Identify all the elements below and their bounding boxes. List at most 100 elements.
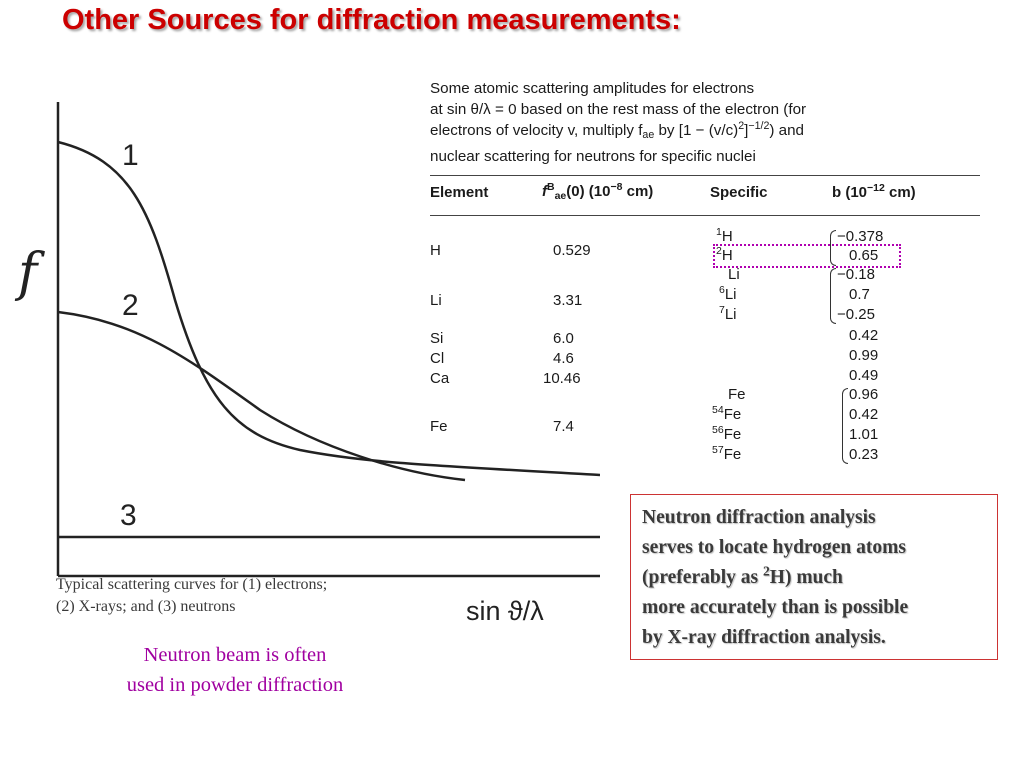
neutron-note-line: used in powder diffraction — [126, 674, 344, 696]
intro-superscript: 2 — [738, 119, 745, 132]
element-cell: Li — [430, 292, 442, 309]
header-fae-sup: B — [547, 180, 555, 193]
b-value-cell: −0.18 — [837, 266, 875, 283]
intro-text: ) and — [769, 122, 804, 139]
intro-subscript: ae — [642, 129, 655, 141]
hydrogen-brace — [830, 230, 836, 266]
mass-number: 1 — [716, 226, 722, 238]
header-b-unit: cm) — [884, 183, 916, 201]
plot-caption-line: (2) X-rays; and (3) neutrons — [56, 598, 236, 615]
header-fae-sub: ae — [554, 189, 567, 202]
fae-cell: 7.4 — [553, 418, 574, 435]
specific-cell: 54Fe — [712, 404, 742, 424]
fae-cell: 3.31 — [553, 292, 583, 309]
b-value-cell: 1.01 — [849, 426, 879, 443]
mass-number: 2 — [716, 245, 722, 257]
b-value-cell: −0.378 — [837, 228, 884, 245]
neutron-diffraction-callout: Neutron diffraction analysis serves to l… — [630, 494, 998, 660]
plot-caption: Typical scattering curves for (1) electr… — [56, 574, 466, 618]
element-cell: H — [430, 242, 441, 259]
b-value-cell: 0.65 — [849, 247, 879, 264]
b-value-cell: 0.49 — [849, 367, 879, 384]
curve-label-2: 2 — [122, 289, 139, 322]
callout-line: by X-ray diffraction analysis. — [642, 627, 886, 648]
header-b-exp: −12 — [867, 181, 885, 194]
iron-brace — [842, 388, 848, 464]
specific-cell: 7Li — [719, 304, 737, 324]
curve-label-1: 1 — [122, 139, 139, 172]
header-b: b (10−12 cm) — [832, 181, 980, 201]
nuclide-symbol: Fe — [723, 406, 742, 423]
b-value-cell: 0.7 — [849, 286, 870, 303]
intro-superscript: −1/2 — [748, 119, 770, 132]
callout-line: serves to locate hydrogen atoms — [642, 537, 906, 558]
scattering-amplitude-table: Some atomic scattering amplitudes for el… — [430, 78, 980, 466]
deuterium-highlight — [713, 244, 901, 268]
mass-number: 56 — [712, 424, 724, 436]
callout-line: (preferably as 2H) much — [642, 563, 997, 593]
neutron-note-line: Neutron beam is often — [143, 644, 327, 666]
b-value-cell: 0.99 — [849, 347, 879, 364]
lithium-brace — [830, 268, 836, 324]
specific-cell: 2H — [716, 245, 733, 265]
fae-cell: 0.529 — [553, 242, 591, 259]
callout-text: (preferably as — [642, 567, 763, 588]
callout-line: Neutron diffraction analysis — [642, 507, 876, 528]
intro-line: nuclear scattering for neutrons for spec… — [430, 148, 756, 165]
table-intro: Some atomic scattering amplitudes for el… — [430, 78, 980, 167]
curve-2-xrays — [57, 310, 466, 482]
b-value-cell: −0.25 — [837, 306, 875, 323]
neutron-beam-note: Neutron beam is often used in powder dif… — [70, 640, 400, 700]
specific-cell: 1H — [716, 226, 733, 246]
b-value-cell: 0.42 — [849, 327, 879, 344]
fae-cell: 6.0 — [553, 330, 574, 347]
intro-line: electrons of velocity v, multiply fae by… — [430, 120, 980, 146]
header-fae-symbol: f — [542, 182, 547, 200]
specific-cell: Li — [728, 266, 740, 284]
specific-cell: Fe — [728, 386, 746, 404]
x-axis-label: sin ϑ/λ — [466, 596, 544, 626]
callout-superscript: 2 — [762, 563, 770, 579]
b-value-cell: 0.23 — [849, 446, 879, 463]
element-cell: Ca — [430, 370, 450, 387]
intro-text: electrons of velocity v, multiply f — [430, 122, 643, 139]
header-b-text: b (10 — [832, 183, 868, 201]
plot-caption-line: Typical scattering curves for (1) electr… — [56, 576, 328, 593]
table-header-rule — [430, 215, 980, 216]
header-fae-unit: cm) — [622, 182, 654, 200]
intro-line: Some atomic scattering amplitudes for el… — [430, 80, 755, 97]
b-value-cell: 0.42 — [849, 406, 879, 423]
specific-cell: 6Li — [719, 284, 737, 304]
intro-text: ] — [744, 122, 749, 139]
curve-1-electrons — [57, 140, 600, 477]
callout-line: more accurately than is possible — [642, 597, 909, 618]
mass-number: 6 — [719, 284, 725, 296]
nuclide-symbol: H — [721, 247, 733, 264]
nuclide-symbol: Fe — [723, 446, 742, 463]
element-cell: Si — [430, 330, 444, 347]
mass-number: 54 — [712, 404, 724, 416]
element-cell: Fe — [430, 418, 448, 435]
mass-number: 57 — [712, 444, 724, 456]
header-fae-exp: −8 — [610, 180, 623, 193]
nuclide-symbol: Li — [724, 306, 737, 323]
nuclide-symbol: Li — [728, 266, 740, 283]
specific-cell: 56Fe — [712, 424, 742, 444]
header-specific: Specific — [710, 183, 768, 201]
slide-title: Other Sources for diffraction measuremen… — [62, 4, 681, 36]
header-element: Element — [430, 183, 489, 201]
mass-number: 7 — [719, 304, 725, 316]
table-body: H Li Si Cl Ca Fe 0.529 3.31 6.0 4.6 10.4… — [430, 216, 980, 466]
y-axis-label: f — [14, 243, 45, 303]
intro-line: at sin θ/λ = 0 based on the rest mass of… — [430, 101, 807, 118]
header-fae: fBae(0) (10−8 cm) — [542, 180, 710, 202]
b-value-cell: 0.96 — [849, 386, 879, 403]
header-fae-text: (0) (10 — [566, 182, 611, 200]
table-top-rule — [430, 175, 980, 176]
fae-cell: 10.46 — [543, 370, 581, 387]
nuclide-symbol: Fe — [723, 426, 742, 443]
callout-text: H) much — [769, 567, 843, 588]
table-header-row: Element fBae(0) (10−8 cm) Specific b (10… — [430, 176, 980, 208]
nuclide-symbol: H — [721, 228, 733, 245]
curve-label-3: 3 — [120, 499, 137, 532]
